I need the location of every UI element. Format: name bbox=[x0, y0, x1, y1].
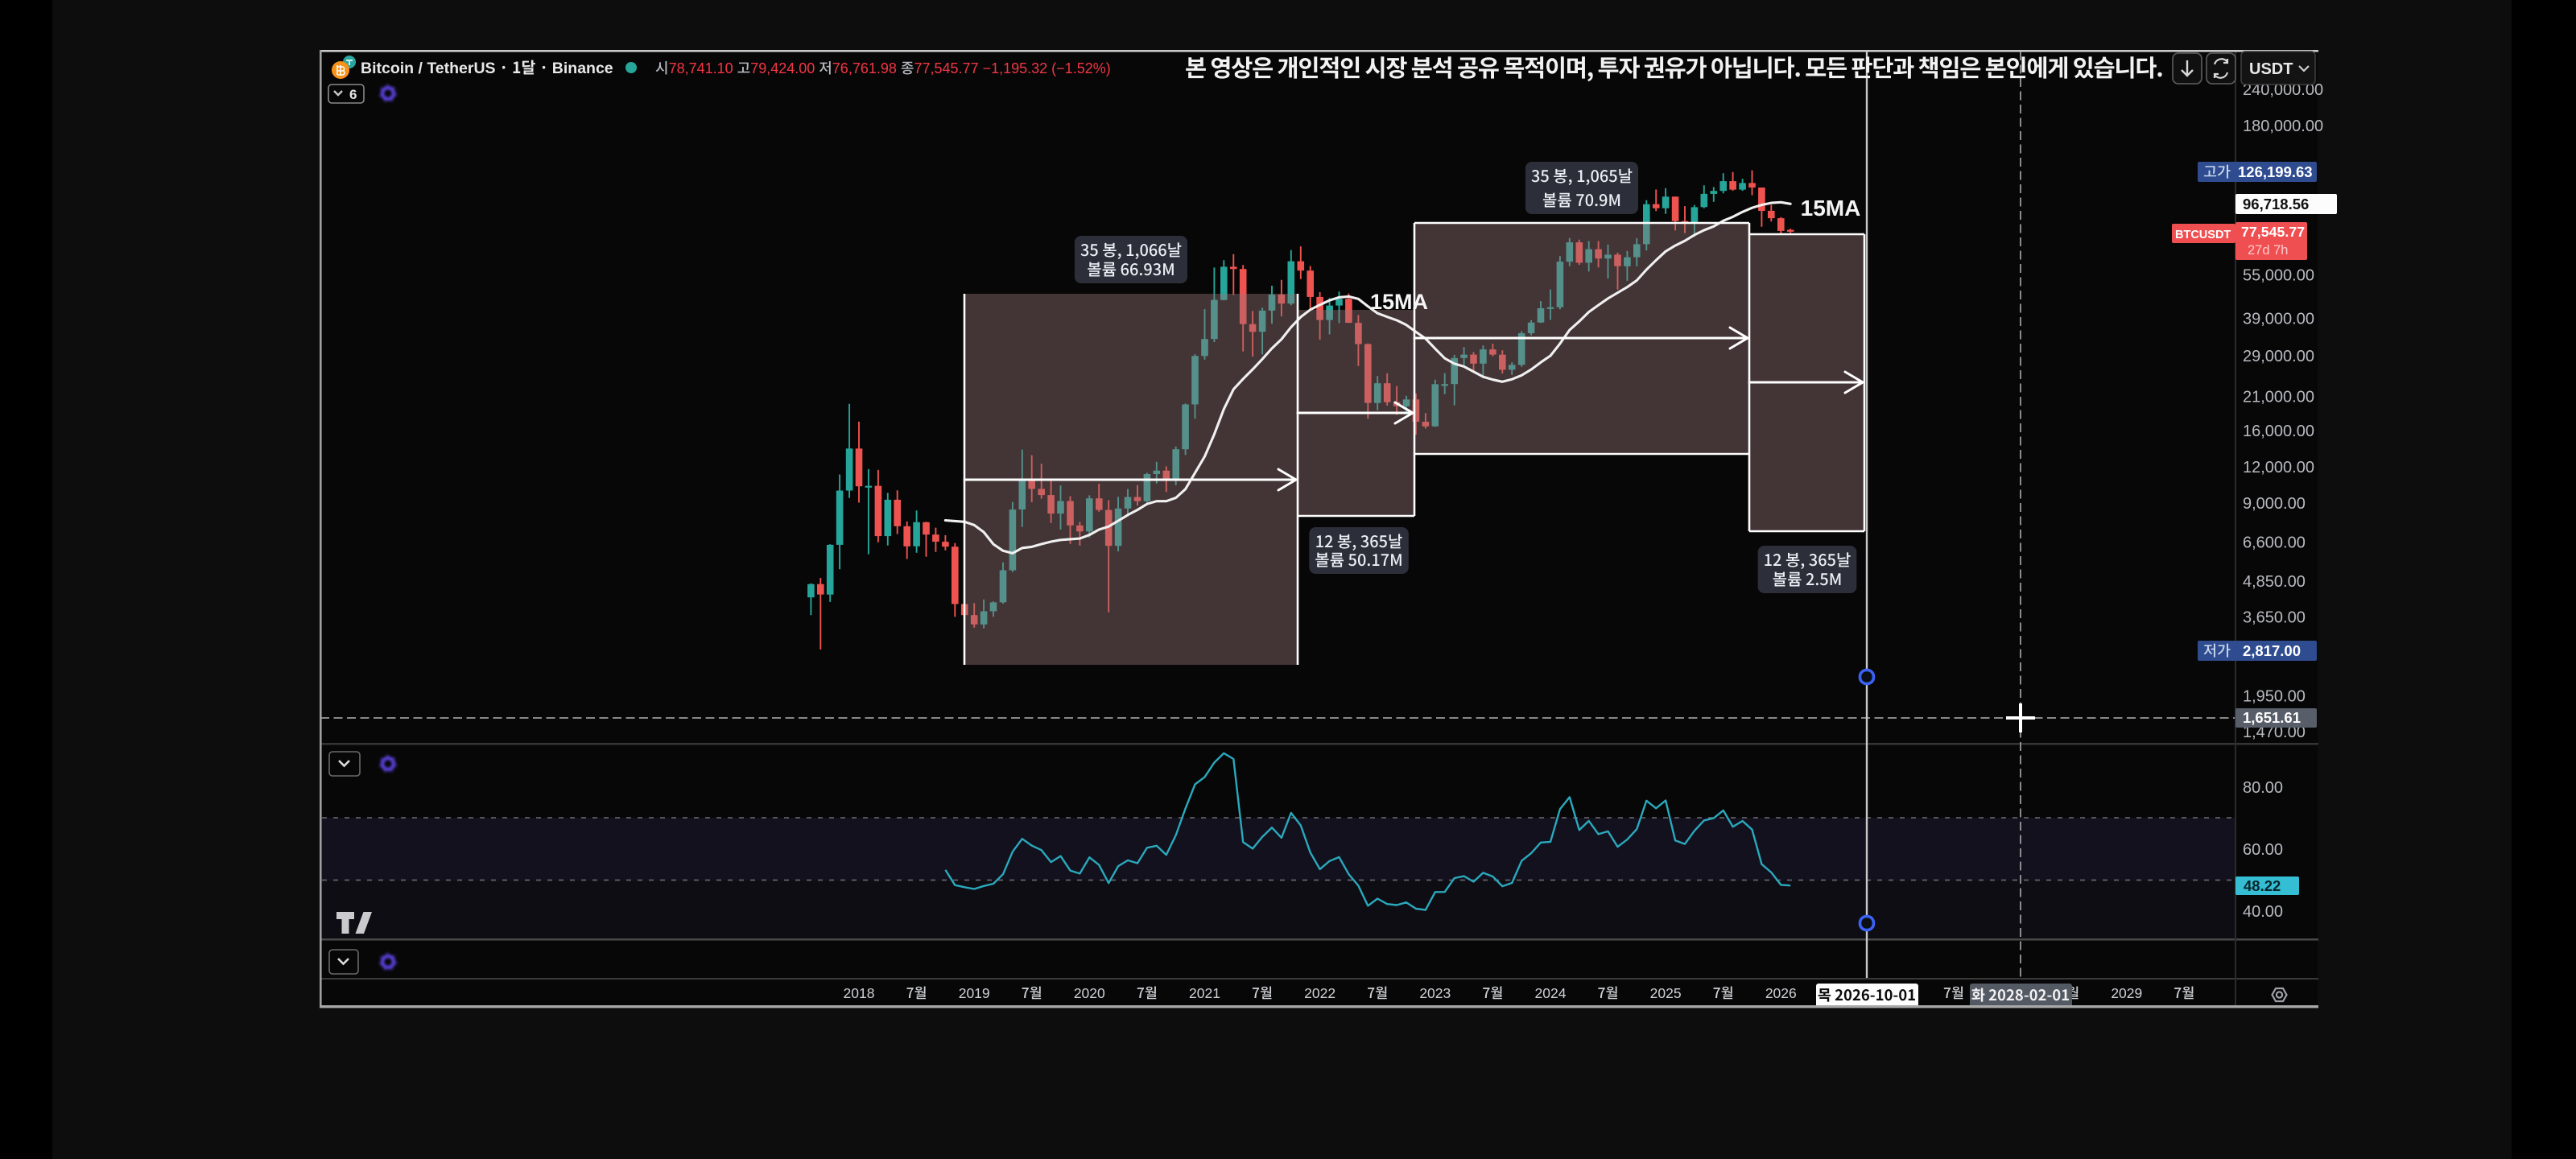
svg-text:1,651.61: 1,651.61 bbox=[2243, 709, 2301, 726]
svg-text:55,000.00: 55,000.00 bbox=[2243, 267, 2314, 285]
svg-text:3,650.00: 3,650.00 bbox=[2243, 609, 2306, 627]
svg-text:2026: 2026 bbox=[1765, 985, 1797, 1001]
svg-text:21,000.00: 21,000.00 bbox=[2243, 388, 2314, 406]
svg-text:79,424.00: 79,424.00 bbox=[750, 60, 815, 76]
svg-text:BTCUSDT: BTCUSDT bbox=[2175, 229, 2231, 241]
svg-text:2021: 2021 bbox=[1189, 985, 1220, 1001]
svg-text:Bitcoin / TetherUS: Bitcoin / TetherUS bbox=[361, 60, 496, 77]
svg-text:27d 7h: 27d 7h bbox=[2248, 243, 2288, 258]
svg-text:16,000.00: 16,000.00 bbox=[2243, 423, 2314, 440]
svg-text:6: 6 bbox=[349, 87, 357, 102]
svg-text:77,545.77: 77,545.77 bbox=[2241, 224, 2305, 240]
svg-text:29,000.00: 29,000.00 bbox=[2243, 348, 2314, 365]
svg-text:77,545.77: 77,545.77 bbox=[914, 60, 979, 76]
svg-text:2022: 2022 bbox=[1304, 985, 1335, 1001]
svg-text:1,950.00: 1,950.00 bbox=[2243, 688, 2306, 706]
svg-text:2020: 2020 bbox=[1074, 985, 1105, 1001]
svg-text:80.00: 80.00 bbox=[2243, 779, 2283, 797]
svg-text:180,000.00: 180,000.00 bbox=[2243, 118, 2323, 135]
svg-text:12,000.00: 12,000.00 bbox=[2243, 459, 2314, 476]
svg-text:2024: 2024 bbox=[1535, 985, 1567, 1001]
svg-text:96,718.56: 96,718.56 bbox=[2243, 196, 2309, 212]
svg-text:9,000.00: 9,000.00 bbox=[2243, 495, 2306, 513]
svg-text:39,000.00: 39,000.00 bbox=[2243, 311, 2314, 328]
svg-text:2023: 2023 bbox=[1419, 985, 1451, 1001]
svg-text:15MA: 15MA bbox=[1801, 196, 1861, 221]
svg-text:Binance: Binance bbox=[552, 60, 613, 77]
svg-text:2025: 2025 bbox=[1650, 985, 1682, 1001]
svg-text:76,761.98: 76,761.98 bbox=[832, 60, 897, 76]
svg-text:48.22: 48.22 bbox=[2244, 877, 2281, 894]
svg-text:2018: 2018 bbox=[844, 985, 875, 1001]
svg-text:−1,195.32 (−1.52%): −1,195.32 (−1.52%) bbox=[983, 60, 1111, 76]
svg-text:4,850.00: 4,850.00 bbox=[2243, 573, 2306, 591]
svg-text:2,817.00: 2,817.00 bbox=[2243, 642, 2301, 659]
svg-text:240,000.00: 240,000.00 bbox=[2243, 81, 2323, 99]
svg-text:USDT: USDT bbox=[2249, 60, 2293, 78]
svg-text:2019: 2019 bbox=[959, 985, 990, 1001]
svg-text:60.00: 60.00 bbox=[2243, 841, 2283, 859]
svg-text:1,470.00: 1,470.00 bbox=[2243, 724, 2306, 741]
svg-text:40.00: 40.00 bbox=[2243, 903, 2283, 921]
svg-text:15MA: 15MA bbox=[1370, 290, 1428, 314]
svg-text:6,600.00: 6,600.00 bbox=[2243, 534, 2306, 552]
svg-text:78,741.10: 78,741.10 bbox=[669, 60, 733, 76]
svg-text:126,199.63: 126,199.63 bbox=[2238, 163, 2313, 180]
svg-text:2029: 2029 bbox=[2111, 985, 2142, 1001]
